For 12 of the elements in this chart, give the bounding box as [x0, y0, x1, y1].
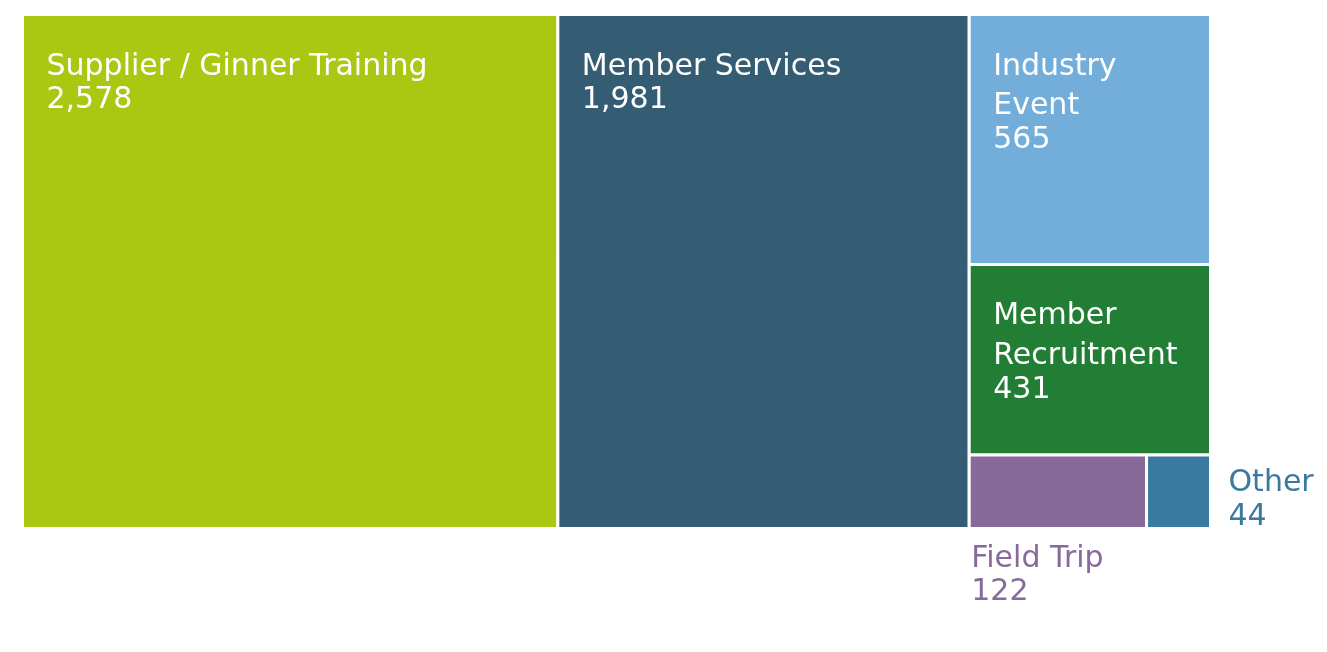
data-label: 2,578 — [46, 80, 133, 116]
category-label: Field Trip — [971, 538, 1104, 574]
data-label: 1,981 — [581, 80, 668, 116]
category-label: Other — [1228, 463, 1315, 499]
category-label: Member Services — [581, 46, 842, 82]
data-label: 44 — [1228, 496, 1267, 532]
data-label: 122 — [971, 572, 1029, 608]
data-label: 431 — [993, 370, 1051, 406]
data-label: 565 — [993, 120, 1051, 156]
category-label: Industry Event — [993, 46, 1117, 122]
category-label: Supplier / Ginner Training — [46, 46, 428, 82]
category-label: Member Recruitment — [993, 296, 1178, 372]
